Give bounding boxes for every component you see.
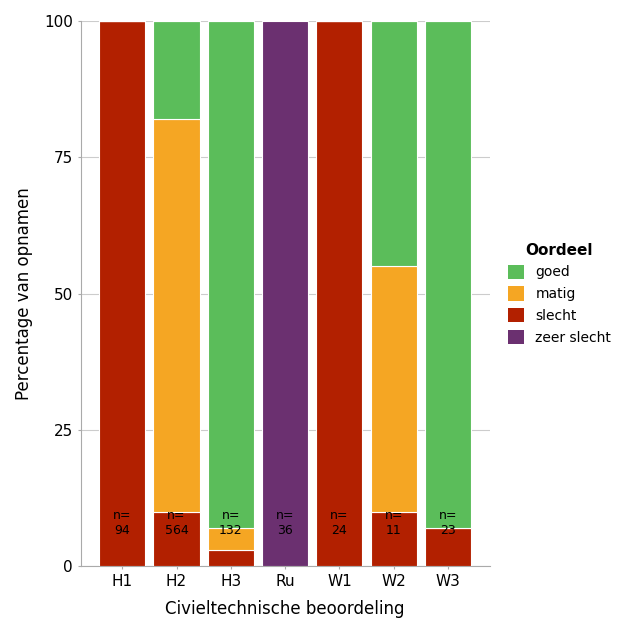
Bar <box>425 21 471 528</box>
Bar <box>371 511 417 567</box>
Bar <box>153 119 200 511</box>
Bar <box>371 266 417 511</box>
Bar <box>208 550 254 567</box>
Text: n=
11: n= 11 <box>384 509 403 537</box>
Bar <box>208 528 254 550</box>
Bar <box>371 21 417 266</box>
Bar <box>262 21 308 567</box>
Bar <box>153 21 200 119</box>
Text: n=
36: n= 36 <box>276 509 294 537</box>
Text: n=
564: n= 564 <box>165 509 188 537</box>
Legend: goed, matig, slecht, zeer slecht: goed, matig, slecht, zeer slecht <box>501 235 618 351</box>
X-axis label: Civieltechnische beoordeling: Civieltechnische beoordeling <box>165 600 405 618</box>
Text: n=
24: n= 24 <box>330 509 349 537</box>
Text: n=
23: n= 23 <box>439 509 457 537</box>
Text: n=
94: n= 94 <box>113 509 131 537</box>
Y-axis label: Percentage van opnamen: Percentage van opnamen <box>15 187 33 400</box>
Text: n=
132: n= 132 <box>219 509 243 537</box>
Bar <box>208 21 254 528</box>
Bar <box>425 528 471 567</box>
Bar <box>99 21 145 567</box>
Bar <box>316 21 363 567</box>
Bar <box>153 511 200 567</box>
